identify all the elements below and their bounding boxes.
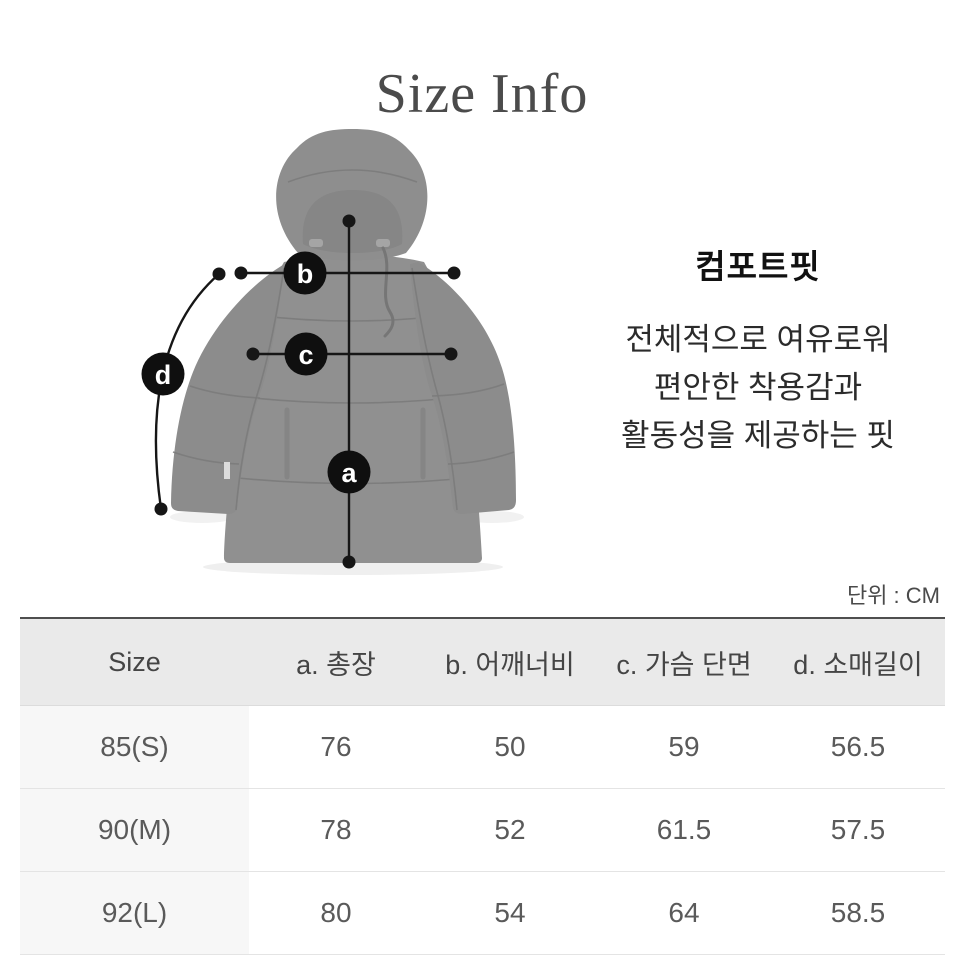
drawcord-tab-left (309, 239, 323, 247)
sleeve-seam (411, 267, 458, 511)
endpoint-dot (342, 555, 356, 569)
endpoint-dot (234, 266, 248, 280)
value-cell: 64 (597, 871, 771, 955)
unit-label: 단위 : CM (846, 583, 940, 608)
sleeve-seam (235, 267, 285, 511)
jacket-sleeve-left (171, 262, 288, 514)
size-table-header-row: Size a. 총장 b. 어깨너비 c. 가슴 단면 d. 소매길이 (20, 618, 945, 706)
marker-a-label: a (341, 458, 357, 488)
sleeve-seam (431, 383, 505, 397)
column-header-c-chest: c. 가슴 단면 (597, 618, 771, 706)
marker-a: a (327, 450, 371, 494)
value-cell: 52 (423, 788, 597, 872)
value-cell: 50 (423, 705, 597, 789)
column-header-d-sleeve: d. 소매길이 (771, 618, 945, 706)
value-cell: 54 (423, 871, 597, 955)
jacket-sleeve-right (410, 262, 516, 514)
endpoint-dot (212, 267, 226, 281)
marker-c: c (284, 332, 328, 376)
fit-line: 활동성을 제공하는 핏 (621, 418, 895, 453)
fit-description-lines: 전체적으로 여유로워 편안한 착용감과 활동성을 제공하는 핏 (560, 316, 956, 460)
value-cell: 57.5 (771, 788, 945, 872)
fit-description-panel: 컴포트핏 전체적으로 여유로워 편안한 착용감과 활동성을 제공하는 핏 (560, 240, 956, 460)
cuff-shadow-left (170, 511, 234, 523)
value-cell: 58.5 (771, 871, 945, 955)
value-cell: 76 (249, 705, 423, 789)
measurement-overlay: b c d a (141, 214, 461, 569)
endpoint-dot (444, 347, 458, 361)
column-header-a-length: a. 총장 (249, 618, 423, 706)
value-cell: 59 (597, 705, 771, 789)
size-table: Size a. 총장 b. 어깨너비 c. 가슴 단면 d. 소매길이 85(S… (20, 617, 945, 955)
sleeve-seam (447, 451, 515, 465)
column-header-b-shoulder: b. 어깨너비 (423, 618, 597, 706)
column-header-size: Size (20, 618, 249, 706)
jacket-measurement-diagram: b c d a (141, 129, 524, 575)
endpoint-dot (342, 214, 356, 228)
value-cell: 78 (249, 788, 423, 872)
fit-line: 편안한 착용감과 (653, 370, 863, 405)
size-cell: 92(L) (20, 871, 249, 955)
marker-b-label: b (297, 259, 314, 289)
measure-line-a (342, 214, 356, 569)
value-cell: 80 (249, 871, 423, 955)
sleeve-label-tag (224, 462, 230, 479)
drawcord-tab-right (376, 239, 390, 247)
jacket-illustration (170, 129, 524, 575)
page-title: Size Info (375, 62, 589, 125)
jacket-body (224, 254, 482, 563)
size-table-row: 90(M) 78 52 61.5 57.5 (20, 788, 945, 872)
fit-heading: 컴포트핏 (695, 248, 821, 285)
measure-line-b (234, 266, 461, 280)
size-cell: 85(S) (20, 705, 249, 789)
marker-c-label: c (298, 340, 313, 370)
sleeve-seam (172, 451, 240, 465)
endpoint-dot (154, 502, 168, 516)
endpoint-dot (447, 266, 461, 280)
value-cell: 56.5 (771, 705, 945, 789)
hood-seam (287, 169, 418, 183)
marker-d: d (141, 352, 185, 396)
size-table-row: 92(L) 80 54 64 58.5 (20, 871, 945, 955)
size-table-row: 85(S) 76 50 59 56.5 (20, 705, 945, 789)
drawstring (381, 246, 395, 338)
value-cell: 61.5 (597, 788, 771, 872)
marker-b: b (283, 251, 327, 295)
sleeve-seam (189, 385, 261, 399)
endpoint-dot (246, 347, 260, 361)
size-cell: 90(M) (20, 788, 249, 872)
marker-d-label: d (155, 360, 172, 390)
fit-line: 전체적으로 여유로워 (625, 322, 891, 357)
